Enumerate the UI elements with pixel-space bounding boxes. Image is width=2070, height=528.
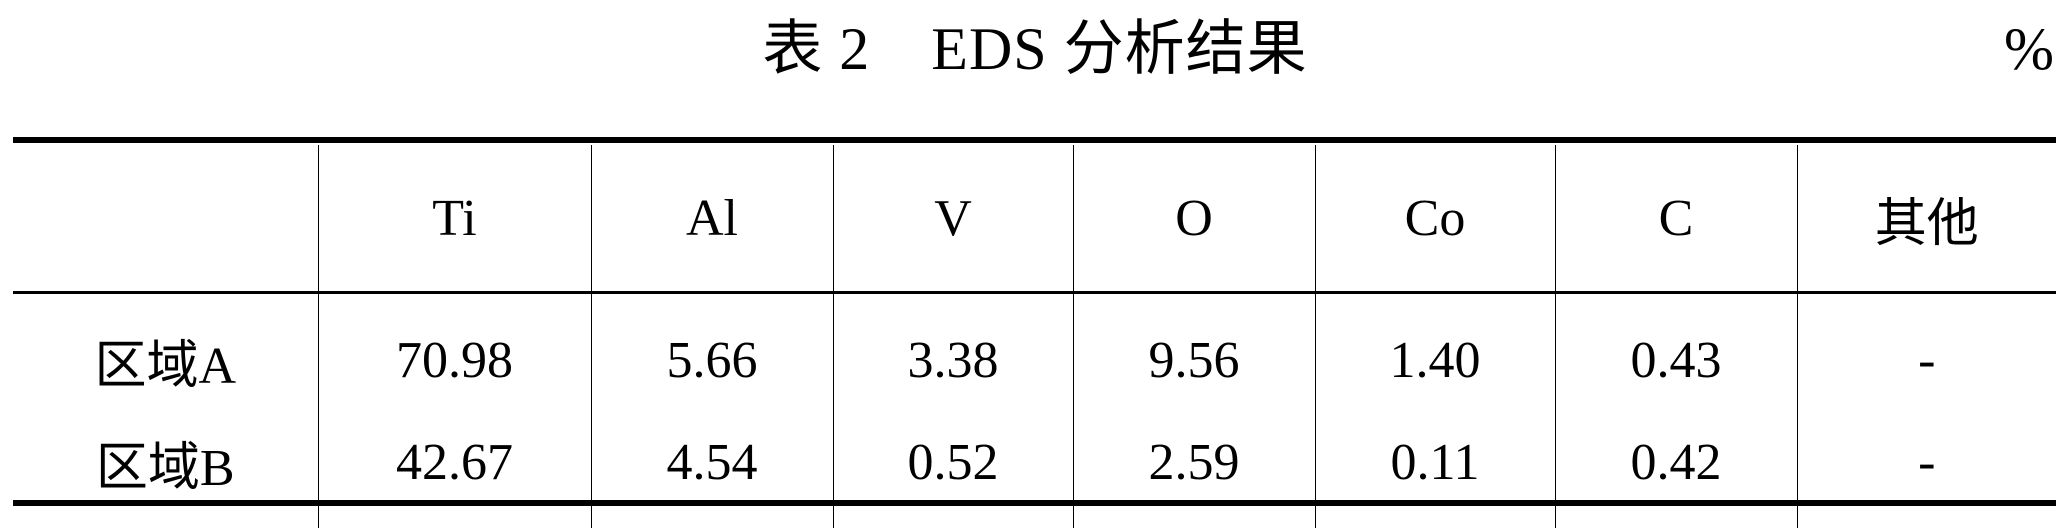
row-label: 区域A [94,337,237,395]
cell: 2.59 [1072,416,1315,528]
table-row: 区域A 70.98 5.66 3.38 9.56 1.40 0.43 - [13,292,2056,416]
cell: - [1796,292,2056,416]
top-rule [13,137,2056,143]
cell: 3.38 [832,292,1073,416]
cell: 0.11 [1314,416,1555,528]
eds-table: Ti Al V O Co C 其他 区域A 70.98 5.66 3.38 9.… [13,145,2056,528]
cell: 9.56 [1072,292,1315,416]
header-cell-al: Al [590,145,833,294]
unit-label: % [2004,16,2054,82]
cell: 5.66 [590,292,833,416]
header-cell-other: 其他 [1796,145,2056,294]
table-title: 表 2 EDS 分析结果 [762,16,1308,82]
cell: 0.43 [1554,292,1797,416]
cell: 0.52 [832,416,1073,528]
row-label: 区域B [95,439,235,497]
cell: 70.98 [317,292,591,416]
header-cell-empty [13,145,318,294]
cell: - [1796,416,2056,528]
header-cell-o: O [1072,145,1315,294]
header-cell-c: C [1554,145,1797,294]
header-cell-ti: Ti [317,145,591,294]
header-row: Ti Al V O Co C 其他 [13,145,2056,294]
cell: 42.67 [317,416,591,528]
cell: 0.42 [1554,416,1797,528]
table-row: 区域B 42.67 4.54 0.52 2.59 0.11 0.42 - [13,416,2056,528]
header-cell-co: Co [1314,145,1555,294]
cell: 4.54 [590,416,833,528]
header-cell-v: V [832,145,1073,294]
cell: 1.40 [1314,292,1555,416]
